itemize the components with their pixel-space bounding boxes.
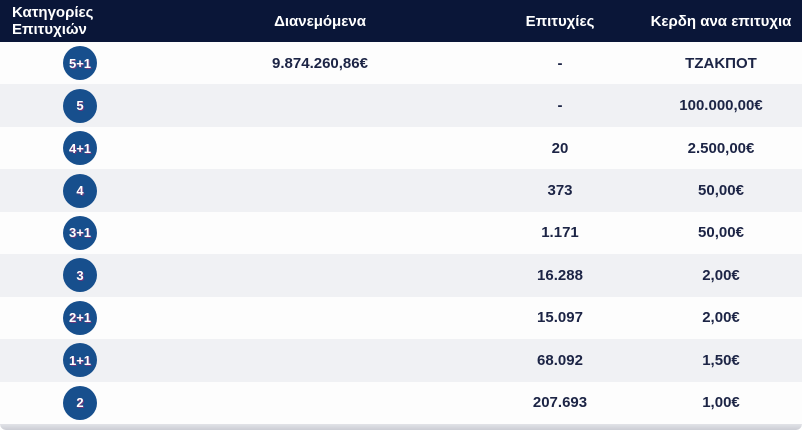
wins-cell: 1.171 <box>541 224 579 242</box>
prize-cell: 2,00€ <box>702 309 740 327</box>
category-badge: 4 <box>63 173 97 208</box>
table-row: 5+1 9.874.260,86€ - ΤΖΑΚΠΟΤ <box>0 42 802 85</box>
prize-cell: 1,00€ <box>702 394 740 412</box>
wins-cell: 68.092 <box>537 351 583 369</box>
header-cell-prize: Κερδη ανα επιτυχια <box>650 12 792 30</box>
category-badge: 2+1 <box>63 300 97 335</box>
table-row: 3 16.288 2,00€ <box>0 254 802 297</box>
wins-cell: 15.097 <box>537 309 583 327</box>
wins-cell: 16.288 <box>537 266 583 284</box>
prize-cell: 50,00€ <box>698 224 744 242</box>
category-badge: 4+1 <box>63 131 97 166</box>
category-badge: 3 <box>63 258 97 293</box>
category-badge: 5 <box>63 88 97 123</box>
category-badge: 3+1 <box>63 215 97 250</box>
prize-cell: 2.500,00€ <box>687 139 755 157</box>
wins-cell: 20 <box>551 139 569 157</box>
prize-cell: ΤΖΑΚΠΟΤ <box>685 54 757 72</box>
table-row: 4 373 50,00€ <box>0 169 802 212</box>
distributed-cell: 9.874.260,86€ <box>272 54 368 72</box>
wins-cell: - <box>557 54 563 72</box>
table-header-row: Κατηγορίες Επιτυχιών Διανεμόμενα Επιτυχί… <box>0 0 802 42</box>
category-badge: 1+1 <box>63 343 97 378</box>
wins-cell: - <box>557 97 563 115</box>
prize-cell: 100.000,00€ <box>679 97 763 115</box>
prize-cell: 50,00€ <box>698 182 744 200</box>
wins-cell: 207.693 <box>532 394 588 412</box>
header-cell-distributed: Διανεμόμενα <box>274 12 366 30</box>
table-row: 5 - 100.000,00€ <box>0 84 802 127</box>
table-row: 2+1 15.097 2,00€ <box>0 296 802 340</box>
header-cell-categories: Κατηγορίες Επιτυχιών <box>12 4 94 38</box>
table-row: 3+1 1.171 50,00€ <box>0 211 802 255</box>
table-bottom-border <box>0 423 802 430</box>
table-row: 4+1 20 2.500,00€ <box>0 126 802 170</box>
category-badge: 2 <box>63 385 97 420</box>
prize-cell: 1,50€ <box>702 351 740 369</box>
table-row: 2 207.693 1,00€ <box>0 381 802 424</box>
wins-cell: 373 <box>547 182 573 200</box>
category-badge: 5+1 <box>63 46 97 81</box>
prize-cell: 2,00€ <box>702 266 740 284</box>
header-cell-wins: Επιτυχίες <box>525 12 595 30</box>
table-row: 1+1 68.092 1,50€ <box>0 339 802 382</box>
